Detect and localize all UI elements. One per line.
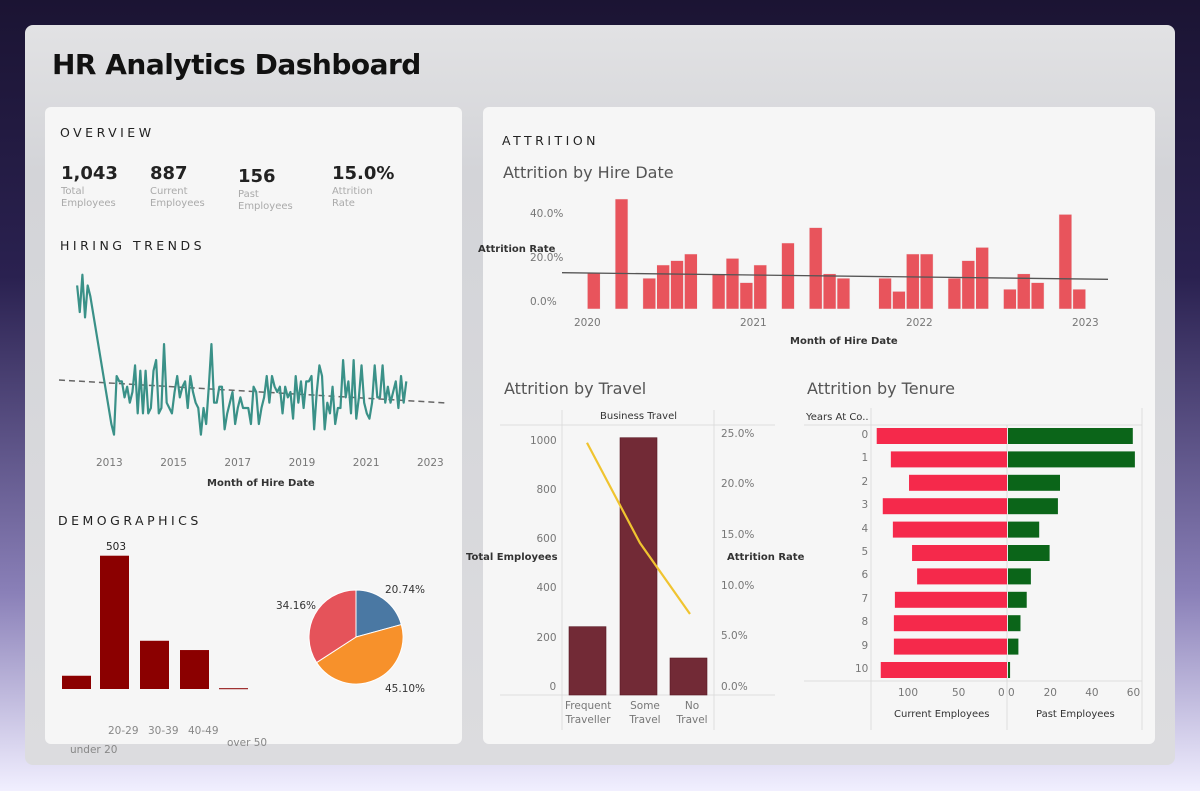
x-axis-title: Month of Hire Date [207, 478, 315, 489]
x-tick-label: 2013 [96, 457, 123, 469]
attrition-heading: ATTRITION [502, 133, 600, 148]
y-tick-label: 800 [536, 483, 557, 496]
age-category-label: over 50 [227, 737, 268, 750]
tenure-row-label: 8 [861, 616, 869, 629]
y2-tick-label: 25.0% [721, 427, 755, 440]
y-tick-label: 20.0% [530, 252, 564, 264]
kpi-label: Attrition Rate [332, 186, 373, 209]
y2-axis-title: Attrition Rate [727, 552, 805, 563]
age-category-label: under 20 [70, 743, 118, 756]
right-tick-label: 40 [1085, 687, 1099, 699]
x-tick-label: 2020 [574, 317, 601, 329]
x-tick-label: 2021 [740, 317, 767, 329]
travel-category-label: Some Travel [629, 700, 661, 726]
left-tick-label: 100 [898, 687, 919, 699]
y-axis-title: Total Employees [466, 552, 558, 563]
kpi-value: 15.0% [332, 163, 395, 184]
column-header: Business Travel [600, 411, 678, 422]
y2-tick-label: 20.0% [721, 478, 755, 491]
y-tick-label: 600 [536, 533, 557, 546]
x-tick-label: 2017 [224, 457, 252, 469]
tenure-row-label: 0 [861, 429, 869, 441]
left-tick-label: 50 [952, 687, 966, 699]
y-tick-label: 40.0% [530, 208, 564, 220]
right-tick-label: 0 [1008, 687, 1015, 699]
tenure-row-label: 10 [855, 663, 869, 675]
left-tick-label: 0 [998, 687, 1005, 699]
y2-tick-label: 10.0% [721, 579, 755, 592]
kpi-value: 887 [150, 163, 188, 184]
age-category-label: 40-49 [188, 725, 219, 737]
travel-category-label: Frequent Traveller [565, 700, 612, 726]
y-tick-label: 0 [549, 681, 557, 693]
right-axis-title: Past Employees [1036, 709, 1115, 720]
right-tick-label: 20 [1043, 687, 1057, 699]
x-tick-label: 2021 [352, 457, 380, 469]
tenure-row-label: 6 [861, 569, 869, 582]
x-tick-label: 2015 [160, 457, 187, 469]
x-tick-label: 2023 [417, 457, 444, 469]
y-tick-label: 0.0% [530, 296, 557, 308]
kpi-label: Past Employees [238, 189, 293, 212]
pie-slice-label: 20.74% [385, 584, 426, 596]
age-category-label: 30-39 [148, 725, 179, 737]
kpi-value: 1,043 [61, 163, 118, 184]
travel-category-label: No Travel [676, 700, 708, 726]
age-category-label: 20-29 [108, 725, 139, 737]
x-tick-label: 2022 [906, 317, 933, 329]
pie-slice-label: 45.10% [385, 683, 426, 695]
kpi-value: 156 [238, 166, 276, 187]
y-tick-label: 200 [536, 631, 557, 644]
x-tick-label: 2019 [288, 457, 316, 469]
pie-slice-label: 34.16% [276, 600, 317, 612]
x-axis-title: Month of Hire Date [790, 336, 898, 347]
right-tick-label: 60 [1126, 687, 1141, 699]
hire-date-chart-title: Attrition by Hire Date [503, 163, 674, 182]
y-tick-label: 400 [536, 582, 557, 595]
tenure-row-label: 1 [861, 452, 869, 465]
kpi-label: Total Employees [61, 186, 116, 209]
tenure-row-label: 7 [861, 592, 869, 605]
tenure-row-label: 3 [861, 499, 869, 512]
y2-tick-label: 5.0% [721, 630, 748, 643]
travel-chart-title: Attrition by Travel [504, 379, 647, 398]
page-title: HR Analytics Dashboard [52, 48, 421, 81]
tenure-row-label: 4 [861, 522, 869, 535]
kpi-label: Current Employees [150, 186, 205, 209]
attrition-panel [483, 107, 1155, 744]
tenure-chart-title: Attrition by Tenure [807, 379, 955, 398]
y-axis-title: Attrition Rate [478, 244, 556, 255]
tenure-row-label: 2 [861, 475, 869, 488]
left-axis-title: Current Employees [894, 709, 990, 720]
y2-tick-label: 15.0% [721, 528, 755, 541]
demographics-heading: DEMOGRAPHICS [58, 513, 202, 528]
row-header: Years At Co.. [806, 412, 869, 423]
y-tick-label: 1000 [530, 434, 557, 447]
tenure-row-label: 5 [861, 546, 869, 558]
hiring-trends-heading: HIRING TRENDS [60, 238, 206, 253]
overview-heading: OVERVIEW [60, 125, 155, 140]
y2-tick-label: 0.0% [721, 681, 748, 693]
bar-data-label: 503 [106, 541, 127, 553]
x-tick-label: 2023 [1072, 317, 1099, 329]
tenure-row-label: 9 [861, 639, 869, 652]
